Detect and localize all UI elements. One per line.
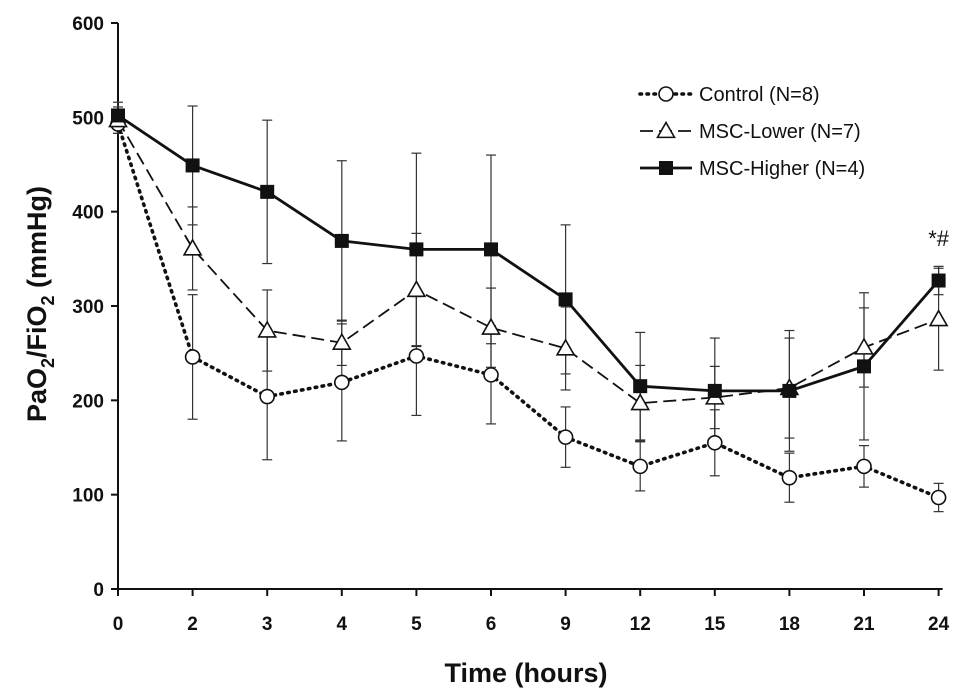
control-series-line (116, 122, 941, 500)
control-data-point (781, 469, 798, 486)
msc-lower-data-point (331, 332, 352, 350)
x-tick-label: 5 (411, 614, 422, 635)
x-tick-label: 18 (779, 614, 800, 635)
control-data-point (483, 367, 499, 383)
legend-msc-higher-label: MSC-Higher (N=4) (699, 158, 865, 180)
x-tick-label: 6 (486, 614, 497, 635)
msc-higher-data-point (633, 379, 648, 394)
msc-higher-data-point (185, 158, 200, 173)
x-axis-title: Time (hours) (444, 658, 607, 688)
y-axis-title-part: /FiO (22, 305, 52, 358)
y-tick-label: 200 (72, 391, 104, 412)
control-data-point (333, 374, 350, 391)
control-data-point (408, 348, 425, 364)
control-data-point (930, 489, 947, 506)
control-data-point (632, 458, 649, 475)
y-tick-label: 300 (72, 297, 104, 318)
y-axis-title: PaO2/FiO2 (mmHg) (22, 186, 58, 422)
msc-lower-data-point (257, 320, 278, 338)
msc-higher-data-point (857, 359, 871, 374)
x-tick-label: 2 (187, 614, 198, 635)
x-tick-label: 3 (262, 614, 273, 635)
msc-lower-data-point (928, 309, 949, 327)
legend: Control (N=8) MSC-Lower (N=7) MSC-Higher (… (638, 84, 865, 180)
msc-higher-data-point (409, 242, 424, 257)
msc-lower-data-point (630, 393, 651, 411)
series-markers (108, 108, 949, 506)
control-data-point (259, 388, 276, 405)
msc-higher-data-point (334, 233, 349, 248)
y-tick-label: 100 (72, 486, 104, 507)
msc-higher-data-point (931, 273, 946, 288)
legend-msc-lower-label: MSC-Lower (N=7) (699, 121, 861, 143)
msc-lower-data-point (182, 238, 203, 256)
msc-lower-data-point (406, 279, 427, 298)
msc-higher-data-point (558, 292, 573, 307)
x-tick-label: 24 (928, 614, 950, 635)
y-tick-label: 400 (72, 203, 104, 224)
y-tick-labels: 0 100 200 300 400 500 600 (72, 14, 104, 601)
msc-higher-data-point (260, 184, 275, 199)
y-axis-title-part: (mmHg) (22, 186, 52, 296)
legend-control-marker (658, 86, 674, 102)
x-tick-label: 12 (630, 614, 651, 635)
x-tick-label: 21 (853, 614, 875, 635)
x-tick-label: 4 (337, 614, 348, 635)
legend-msc-lower-marker (656, 120, 676, 139)
x-tick-label: 0 (113, 614, 124, 635)
msc-lower-data-point (854, 337, 874, 355)
axes (111, 22, 943, 596)
y-tick-label: 500 (72, 108, 104, 129)
x-tick-label: 15 (704, 614, 726, 635)
msc-higher-data-point (782, 383, 797, 398)
series-lines (116, 114, 941, 500)
msc-lower-data-point (555, 338, 576, 356)
msc-higher-series-line (117, 114, 940, 393)
y-axis-title-subscript: 2 (38, 295, 58, 305)
msc-higher-data-point (484, 242, 498, 257)
legend-control-label: Control (N=8) (699, 84, 820, 106)
control-data-point (557, 429, 574, 445)
y-axis-title-subscript: 2 (38, 358, 58, 368)
msc-higher-data-point (707, 383, 722, 398)
control-data-point (706, 434, 723, 451)
control-data-point (856, 458, 872, 475)
y-axis-title-part: PaO (22, 368, 52, 422)
x-tick-label: 9 (560, 614, 571, 635)
significance-annotation: *# (928, 226, 950, 251)
x-tick-labels: 0 2 3 4 5 6 9 12 15 18 21 24 (113, 614, 950, 635)
msc-lower-data-point (481, 317, 501, 335)
legend-msc-higher-marker (659, 161, 673, 175)
control-data-point (184, 349, 201, 365)
y-tick-label: 600 (72, 14, 104, 35)
y-tick-label: 0 (93, 580, 104, 601)
msc-higher-data-point (111, 108, 125, 123)
msc-lower-series-line (117, 119, 939, 405)
